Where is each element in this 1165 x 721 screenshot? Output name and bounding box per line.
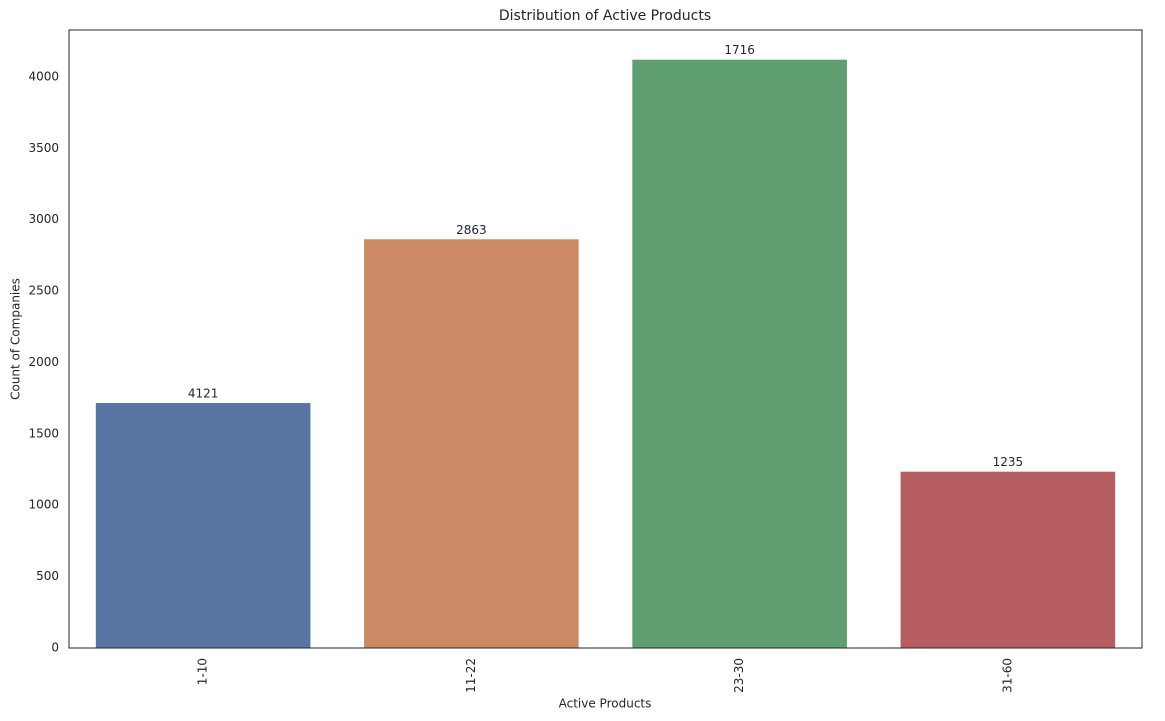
y-tick-label: 3000 — [28, 212, 59, 226]
x-tick-label: 11-22 — [464, 658, 478, 693]
bar-label: 1716 — [724, 43, 755, 57]
chart-title: Distribution of Active Products — [499, 8, 711, 24]
y-tick-label: 500 — [36, 569, 59, 583]
bar — [95, 403, 311, 648]
bar-label: 4121 — [188, 387, 219, 401]
x-tick-label: 31-60 — [1000, 658, 1014, 693]
y-axis-label: Count of Companies — [9, 278, 23, 400]
y-tick-label: 2500 — [28, 284, 59, 298]
x-axis-label: Active Products — [559, 697, 652, 711]
bar — [364, 239, 579, 648]
x-tick-label: 1-10 — [196, 658, 210, 685]
bar — [632, 59, 847, 648]
bar — [900, 471, 1116, 648]
y-tick-label: 3500 — [28, 141, 59, 155]
plot-frame — [68, 29, 1143, 649]
y-tick-label: 1000 — [28, 498, 59, 512]
y-tick-label: 2000 — [28, 355, 59, 369]
bar-label: 2863 — [456, 223, 487, 237]
bar-label: 1235 — [993, 455, 1024, 469]
y-tick-label: 1500 — [28, 426, 59, 440]
y-tick-label: 4000 — [28, 69, 59, 83]
y-tick-label: 0 — [51, 641, 59, 655]
x-tick-label: 23-30 — [732, 658, 746, 693]
